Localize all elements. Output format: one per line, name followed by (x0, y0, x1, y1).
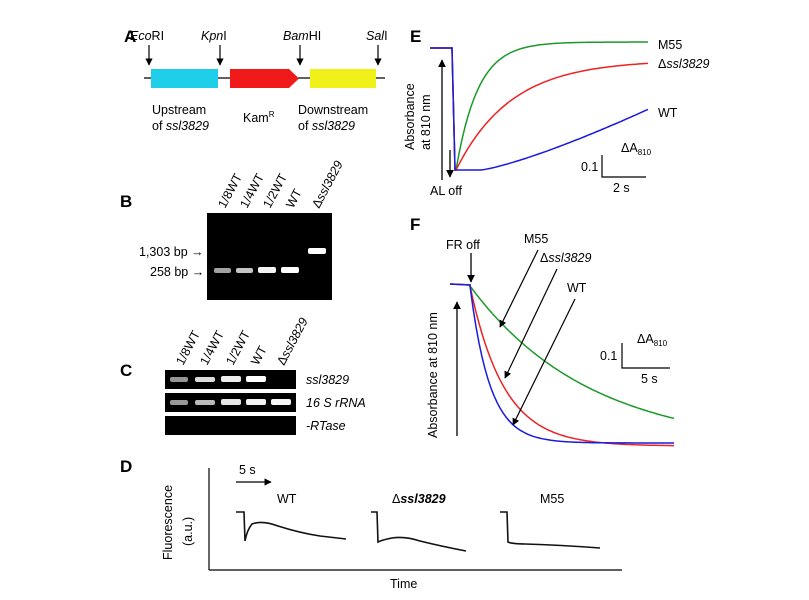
row-label-16s: 16 S rRNA (306, 396, 366, 410)
panel-e-trace-mutant (430, 47, 649, 171)
gel-band (170, 400, 188, 405)
kam-resistance-block (230, 69, 299, 88)
panel-d-scale-label: 5 s (239, 463, 256, 477)
downstream-block (310, 69, 376, 88)
kam-label: KamR (243, 110, 275, 125)
panel-e-scale-y: 0.1 (581, 160, 598, 174)
panel-a-label: A (124, 27, 136, 46)
gel-band (308, 248, 326, 254)
panel-f-scale-y: 0.1 (600, 349, 617, 363)
gel-band (271, 399, 291, 405)
row-label-rtase: -RTase (306, 419, 346, 433)
panel-f-legend-wt: WT (567, 281, 587, 295)
panel-f-scale-bar (621, 343, 670, 369)
panel-d-xlabel: Time (390, 577, 417, 591)
panel-e-ylabel-line1: Absorbance (403, 83, 417, 150)
panel-e-legend-wt: WT (658, 106, 678, 120)
upstream-block (151, 69, 218, 88)
panel-e: E Absorbance at 810 nm AL off M55 Δssl38… (403, 27, 709, 198)
panel-d-label: D (120, 457, 132, 476)
site-kpni-label: KpnI (201, 29, 227, 43)
gel-band (170, 377, 188, 382)
panel-f-scale-unit: ΔA810 (637, 332, 668, 348)
panel-f-trace-wt (449, 283, 674, 444)
panel-d: D Fluorescence (a.u.) Time 5 s WT Δssl38… (120, 457, 622, 591)
gel-band (195, 377, 215, 382)
panel-e-legend-mutant: Δssl3829 (658, 57, 709, 71)
panel-b-label: B (120, 192, 132, 211)
panel-f: F Absorbance at 810 nm FR off M55 Δssl38… (410, 215, 675, 447)
row-label-ssl3829: ssl3829 (306, 373, 349, 387)
panel-f-legend-mutant: Δssl3829 (540, 251, 591, 265)
gel-band (236, 268, 253, 273)
panel-f-pointer-mutant (504, 268, 558, 379)
gel-band (246, 399, 266, 405)
upstream-label-line2: of ssl3829 (152, 119, 209, 133)
panel-f-label: F (410, 215, 420, 234)
panel-d-ylabel-line1: Fluorescence (161, 485, 175, 560)
panel-e-scale-unit: ΔA810 (621, 141, 652, 157)
site-sali-label: SalI (366, 29, 388, 43)
panel-e-ylabel-line2: at 810 nm (419, 94, 433, 150)
panel-d-ylabel-line2: (a.u.) (181, 517, 195, 546)
band-size-1303: 1,303 bp → (139, 245, 204, 259)
panel-f-trace-m55 (449, 283, 675, 420)
panel-f-scale-x: 5 s (641, 372, 658, 386)
gel-band (221, 376, 241, 382)
panel-e-scale-bar (601, 155, 646, 178)
panel-f-ylabel: Absorbance at 810 nm (426, 312, 440, 438)
panel-d-trace-m55 (500, 511, 601, 549)
panel-f-legend-m55: M55 (524, 232, 548, 246)
panel-e-label: E (410, 27, 421, 46)
lane-label: WT (248, 343, 270, 367)
panel-e-trace-wt (430, 47, 649, 171)
lane-label: Δssl3829 (274, 315, 311, 367)
downstream-label-line1: Downstream (298, 103, 368, 117)
panel-d-trace-mutant (371, 511, 467, 552)
panel-e-scale-x: 2 s (613, 181, 630, 195)
lane-label: WT (283, 186, 305, 210)
lane-label: Δssl3829 (309, 158, 346, 210)
panel-c-label: C (120, 361, 132, 380)
gel-band (214, 268, 231, 273)
site-bamhi-label: BamHI (283, 29, 321, 43)
downstream-label-line2: of ssl3829 (298, 119, 355, 133)
panel-d-trace-label-mutant: Δssl3829 (392, 492, 446, 506)
panel-d-trace-label-m55: M55 (540, 492, 564, 506)
gel-band (246, 376, 266, 382)
gel-band (195, 400, 215, 405)
panel-e-al-off-label: AL off (430, 184, 462, 198)
pcr-gel-image (207, 213, 332, 300)
panel-f-fr-off-label: FR off (446, 238, 480, 252)
panel-e-trace-m55 (430, 41, 648, 171)
rtpcr-gel-rtase (165, 416, 296, 435)
gel-band (221, 399, 241, 405)
panel-f-pointer-wt (512, 298, 576, 426)
gel-band (281, 267, 299, 273)
panel-f-pointer-m55 (499, 249, 539, 328)
band-size-258: 258 bp → (150, 265, 204, 279)
gel-band (258, 267, 276, 273)
panel-d-trace-wt (236, 511, 347, 542)
panel-d-trace-label-wt: WT (277, 492, 297, 506)
panel-e-legend-m55: M55 (658, 38, 682, 52)
upstream-label-line1: Upstream (152, 103, 206, 117)
site-ecori-label: EcoRI (130, 29, 164, 43)
panel-a: A EcoRI KpnI BamHI SalI Upstream of ssl3… (124, 27, 388, 133)
panel-f-trace-mutant (449, 283, 674, 447)
